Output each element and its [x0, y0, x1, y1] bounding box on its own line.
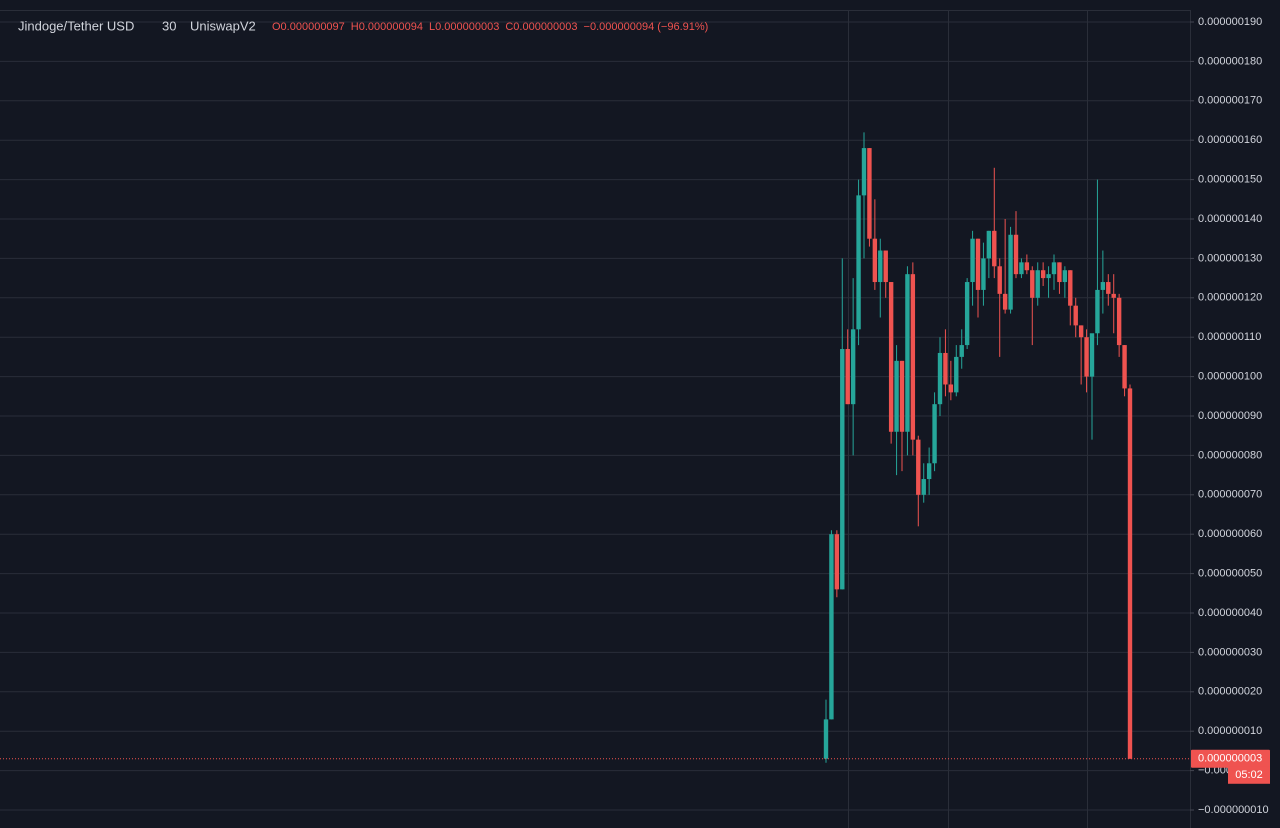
candle-body — [943, 352, 948, 385]
candle-body — [1035, 270, 1040, 298]
candle-body — [1073, 305, 1078, 326]
candle-body — [840, 349, 845, 590]
candle-body — [1122, 345, 1127, 389]
exchange: UniswapV2 — [190, 18, 256, 33]
candle-body — [992, 230, 997, 267]
candle-body — [937, 352, 943, 405]
candle-body — [1002, 293, 1008, 310]
ohlc-value: L0.000000003 — [429, 21, 499, 33]
y-tick-label: 0.000000040 — [1198, 607, 1262, 619]
candle-body — [1068, 270, 1073, 306]
candle-body — [1019, 262, 1024, 275]
candle-body — [878, 250, 883, 283]
ohlc-value: O0.000000097 — [272, 21, 345, 33]
candle-body — [829, 534, 834, 720]
candle-body — [1057, 262, 1062, 283]
candle-body — [894, 360, 899, 432]
candle-body — [986, 230, 992, 259]
candle-body — [932, 404, 937, 464]
y-tick-label: 0.000000010 — [1198, 725, 1262, 737]
candle-body — [834, 534, 840, 590]
y-tick-label: 0.000000170 — [1198, 95, 1262, 107]
candle-body — [1040, 270, 1046, 279]
candle-body — [916, 439, 921, 495]
interval: 30 — [162, 18, 176, 33]
y-tick-label: 0.000000110 — [1198, 331, 1261, 343]
candle-body — [1051, 262, 1057, 275]
candle-body — [867, 148, 872, 239]
candle-body — [975, 238, 981, 290]
y-tick-label: 0.000000190 — [1198, 16, 1262, 28]
symbol: Jindoge/Tether USD — [18, 18, 134, 33]
candle-body — [1030, 270, 1035, 298]
candle-body — [905, 274, 910, 432]
countdown: 05:02 — [1235, 769, 1263, 781]
y-tick-label: 0.000000150 — [1198, 174, 1262, 186]
overlay: 0.000000003 05:02 — [0, 749, 1270, 784]
candle-body — [1008, 234, 1013, 310]
candle-body — [1106, 282, 1111, 294]
last-price-label: 0.000000003 — [1198, 753, 1262, 765]
price-axis: −0.000000010−0.0000000000.0000000100.000… — [1190, 16, 1269, 816]
y-tick-label: 0.000000090 — [1198, 410, 1262, 422]
candle-body — [926, 463, 932, 480]
y-tick-label: 0.000000130 — [1198, 252, 1262, 264]
candle-body — [954, 356, 959, 393]
candle-body — [970, 238, 975, 283]
candle-body — [899, 360, 905, 432]
y-tick-label: 0.000000080 — [1198, 449, 1262, 461]
y-tick-label: 0.000000100 — [1198, 371, 1262, 383]
y-tick-label: 0.000000180 — [1198, 55, 1262, 67]
y-tick-label: −0.000000010 — [1198, 804, 1269, 816]
candle-body — [1095, 289, 1100, 334]
candle-body — [1111, 293, 1116, 298]
last-price-box — [1191, 749, 1270, 768]
ohlc-header: O0.000000097 H0.000000094 L0.000000003 C0.0… — [272, 21, 708, 33]
candle-body — [959, 345, 964, 357]
candle-body — [964, 282, 970, 346]
candle-body — [981, 258, 986, 290]
candle-body — [1084, 337, 1089, 377]
candle-body — [845, 349, 850, 405]
candle-body — [1062, 270, 1068, 283]
y-tick-label: 0.000000050 — [1198, 568, 1262, 580]
candle-body — [1013, 234, 1019, 275]
candles — [823, 132, 1133, 763]
ohlc-value: H0.000000094 — [351, 21, 423, 33]
candle-body — [883, 250, 888, 283]
candle-body — [856, 195, 861, 330]
y-tick-label: 0.000000140 — [1198, 213, 1262, 225]
candle-body — [861, 148, 867, 196]
countdown-box — [1228, 766, 1270, 784]
candle-body — [1046, 274, 1051, 279]
candle-body — [1078, 325, 1084, 338]
candle-body — [910, 274, 916, 440]
y-tick-label: 0.000000120 — [1198, 292, 1262, 304]
candle-body — [997, 266, 1002, 294]
grid — [0, 10, 1190, 828]
ohlc-value: −0.000000094 (−96.91%) — [584, 21, 709, 33]
candle-body — [1100, 282, 1106, 290]
candle-body — [1089, 333, 1095, 377]
candle-body — [1116, 297, 1122, 346]
y-tick-label: 0.000000060 — [1198, 528, 1262, 540]
candle-body — [1024, 262, 1030, 271]
candle-body — [888, 282, 894, 432]
y-tick-label: 0.000000030 — [1198, 646, 1262, 658]
candle-body — [823, 719, 829, 759]
y-tick-label: 0.000000160 — [1198, 134, 1262, 146]
candle-body — [921, 479, 926, 495]
candle-body — [850, 329, 856, 405]
candle-body — [948, 384, 954, 393]
y-tick-label: 0.000000020 — [1198, 686, 1262, 698]
legend: Jindoge/Tether USD 30 UniswapV2 — [18, 18, 256, 33]
candle-body — [872, 238, 878, 283]
ohlc-value: C0.000000003 — [505, 21, 577, 33]
y-tick-label: 0.000000070 — [1198, 489, 1262, 501]
candle-body — [1127, 388, 1133, 759]
